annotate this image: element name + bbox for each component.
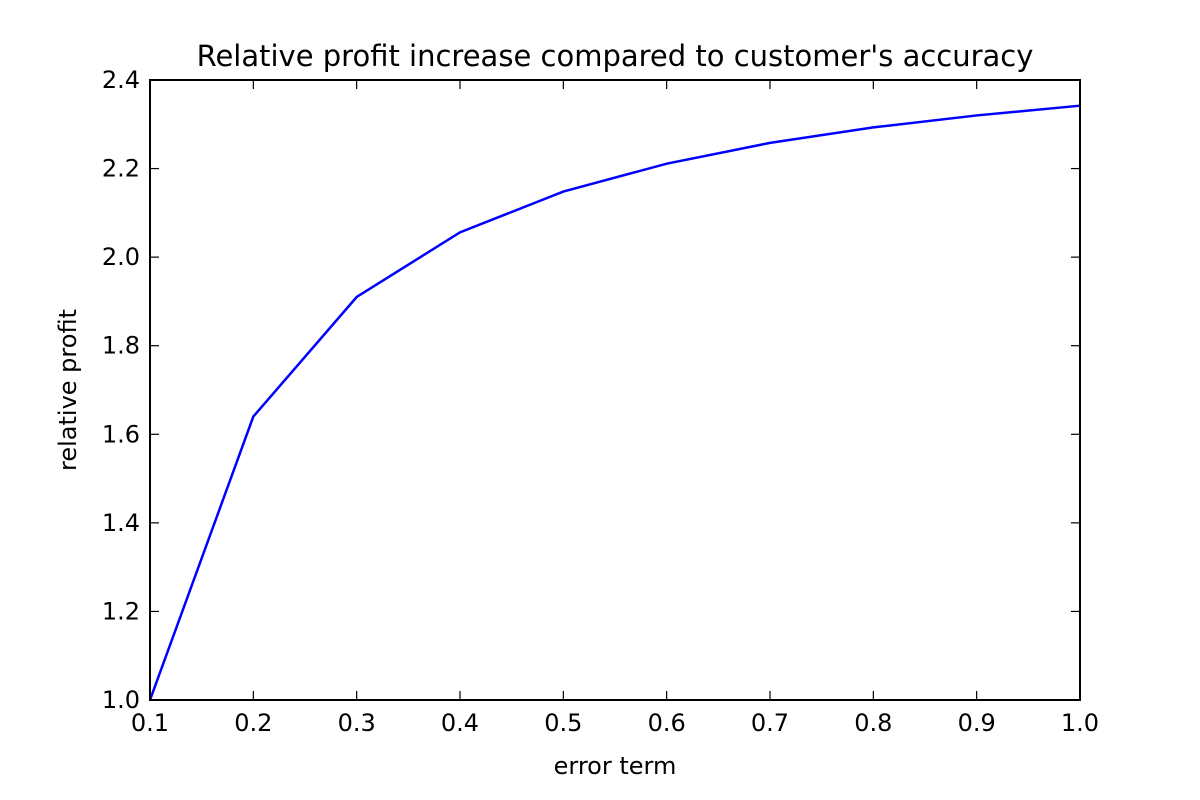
y-tick-label: 2.2	[102, 155, 140, 183]
x-tick-label: 0.5	[544, 709, 582, 737]
x-axis-title: error term	[554, 752, 677, 780]
y-tick-label: 2.4	[102, 66, 140, 94]
x-tick-label: 0.1	[131, 709, 169, 737]
x-tick-label: 0.7	[751, 709, 789, 737]
x-tick-label: 0.9	[958, 709, 996, 737]
x-axis-ticks: 0.1 0.2 0.3 0.4 0.5 0.6 0.7 0.8 0.9 1.0	[131, 80, 1099, 737]
x-tick-label: 0.3	[338, 709, 376, 737]
y-tick-label: 2.0	[102, 243, 140, 271]
y-tick-label: 1.2	[102, 597, 140, 625]
plot-area	[148, 104, 1081, 701]
y-axis-title: relative profit	[54, 309, 82, 471]
plot-frame	[149, 79, 1081, 701]
x-tick-label: 0.6	[648, 709, 686, 737]
y-tick-label: 1.8	[102, 332, 140, 360]
y-tick-label: 1.4	[102, 509, 140, 537]
chart-title: Relative profit increase compared to cus…	[197, 39, 1034, 73]
x-tick-label: 0.4	[441, 709, 479, 737]
y-tick-label: 1.6	[102, 420, 140, 448]
series-line-0	[148, 104, 1081, 701]
x-tick-label: 0.2	[234, 709, 272, 737]
y-axis-ticks: 1.0 1.2 1.4 1.6 1.8 2.0 2.2 2.4	[102, 66, 1080, 714]
x-tick-label: 0.8	[854, 709, 892, 737]
y-tick-label: 1.0	[102, 686, 140, 714]
x-tick-label: 1.0	[1061, 709, 1099, 737]
